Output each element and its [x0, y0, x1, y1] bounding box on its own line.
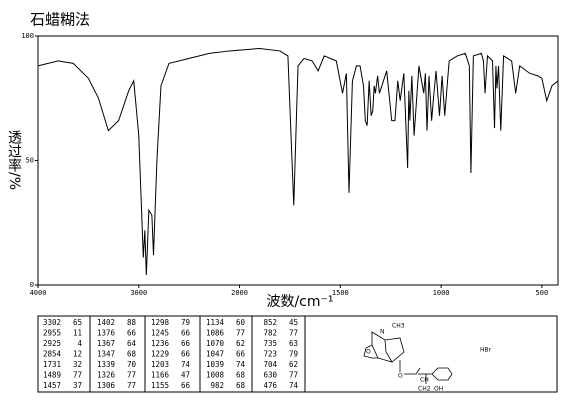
table-transmittance: 37 [73, 381, 82, 390]
table-transmittance: 74 [289, 381, 299, 390]
x-tick-label: 1500 [332, 289, 349, 297]
table-wavenumber: 2854 [43, 350, 62, 359]
table-transmittance: 66 [181, 329, 191, 338]
table-wavenumber: 704 [263, 360, 277, 369]
x-tick-label: 1000 [433, 289, 450, 297]
table-wavenumber: 1236 [151, 339, 170, 348]
table-transmittance: 88 [127, 318, 137, 327]
table-wavenumber: 1134 [206, 318, 225, 327]
table-wavenumber: 1166 [151, 371, 170, 380]
table-wavenumber: 1086 [206, 329, 225, 338]
table-wavenumber: 1229 [151, 350, 169, 359]
structure-label: HBr [480, 347, 492, 354]
table-wavenumber: 1367 [97, 339, 115, 348]
table-transmittance: 77 [127, 371, 136, 380]
table-transmittance: 66 [181, 381, 191, 390]
table-wavenumber: 1070 [206, 339, 225, 348]
structure-label: O [366, 349, 371, 356]
table-transmittance: 47 [181, 371, 190, 380]
table-transmittance: 68 [236, 381, 246, 390]
structure-label: CH3 [392, 323, 405, 330]
spectrum-line [37, 47, 559, 276]
table-wavenumber: 1203 [151, 360, 169, 369]
table-wavenumber: 1376 [97, 329, 116, 338]
table-transmittance: 68 [127, 350, 137, 359]
table-transmittance: 79 [181, 318, 190, 327]
table-wavenumber: 1245 [151, 329, 169, 338]
x-axis-label: 波数/cm⁻¹ [266, 294, 333, 310]
table-transmittance: 4 [77, 339, 82, 348]
table-transmittance: 79 [289, 350, 298, 359]
table-transmittance: 63 [289, 339, 298, 348]
table-transmittance: 62 [289, 360, 298, 369]
table-wavenumber: 1489 [43, 371, 61, 380]
table-transmittance: 66 [236, 350, 246, 359]
table-transmittance: 66 [181, 350, 191, 359]
table-wavenumber: 2925 [43, 339, 61, 348]
table-wavenumber: 1457 [43, 381, 61, 390]
table-wavenumber: 852 [263, 318, 277, 327]
table-wavenumber: 782 [263, 329, 277, 338]
table-wavenumber: 1155 [151, 381, 169, 390]
x-tick-label: 3000 [130, 289, 147, 297]
table-wavenumber: 630 [263, 371, 277, 380]
structure-drawing [363, 331, 453, 384]
structure-label: CH [420, 377, 429, 384]
table-transmittance: 77 [73, 371, 82, 380]
table-wavenumber: 1039 [206, 360, 224, 369]
table-transmittance: 64 [127, 339, 137, 348]
table-wavenumber: 1306 [97, 381, 116, 390]
table-transmittance: 70 [127, 360, 137, 369]
x-tick-label: 500 [536, 289, 549, 297]
table-wavenumber: 2955 [43, 329, 61, 338]
table-transmittance: 65 [73, 318, 82, 327]
y-axis-label: 透过率/% [6, 130, 22, 190]
table-transmittance: 74 [236, 360, 246, 369]
table-transmittance: 32 [73, 360, 82, 369]
chart-title: 石蜡糊法 [30, 11, 90, 29]
table-transmittance: 62 [236, 339, 245, 348]
table-transmittance: 11 [73, 329, 82, 338]
structure-label: O [398, 373, 403, 380]
y-tick-label: 100 [21, 32, 34, 40]
table-wavenumber: 1326 [97, 371, 116, 380]
table-wavenumber: 982 [210, 381, 224, 390]
table-wavenumber: 1298 [151, 318, 170, 327]
table-wavenumber: 3302 [43, 318, 61, 327]
table-transmittance: 45 [289, 318, 298, 327]
structure-label: CH2 [418, 386, 431, 393]
table-wavenumber: 1731 [43, 360, 61, 369]
structure-label: N [380, 329, 385, 336]
table-transmittance: 68 [236, 371, 246, 380]
table-transmittance: 60 [236, 318, 246, 327]
table-wavenumber: 723 [263, 350, 277, 359]
table-wavenumber: 1402 [97, 318, 115, 327]
table-transmittance: 77 [127, 381, 136, 390]
structure-label: OH [434, 386, 443, 393]
table-wavenumber: 476 [263, 381, 277, 390]
table-transmittance: 77 [236, 329, 245, 338]
y-tick-label: 50 [26, 157, 34, 165]
table-transmittance: 77 [289, 329, 298, 338]
table-frame [37, 315, 558, 393]
x-tick-label: 2000 [231, 289, 248, 297]
table-transmittance: 74 [181, 360, 191, 369]
table-transmittance: 12 [73, 350, 82, 359]
table-transmittance: 77 [289, 371, 298, 380]
table-wavenumber: 735 [263, 339, 277, 348]
table-wavenumber: 1339 [97, 360, 115, 369]
table-wavenumber: 1347 [97, 350, 115, 359]
table-wavenumber: 1008 [206, 371, 225, 380]
x-tick-label: 4000 [30, 289, 47, 297]
table-wavenumber: 1047 [206, 350, 224, 359]
table-transmittance: 66 [181, 339, 191, 348]
table-transmittance: 66 [127, 329, 137, 338]
y-tick-label: 0 [30, 281, 34, 289]
